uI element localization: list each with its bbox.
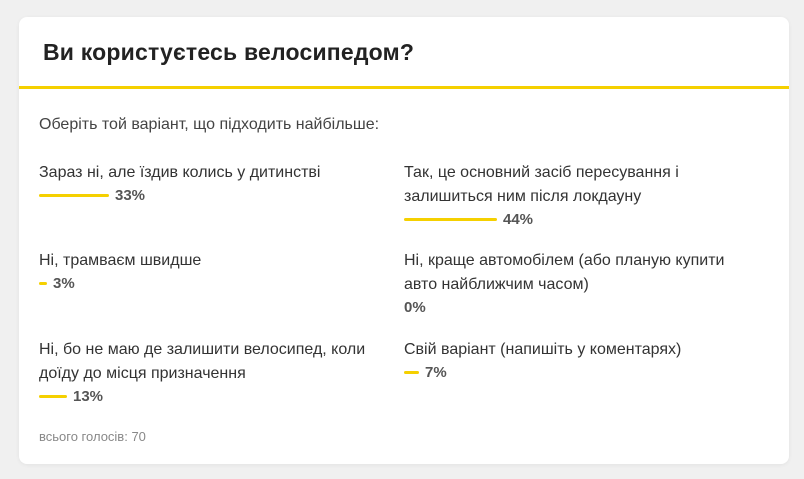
option-percent: 13% xyxy=(73,387,104,405)
option-label: Свій варіант (напишіть у коментарях) xyxy=(404,341,682,358)
option-result: 44% xyxy=(404,209,734,229)
option-label: Ні, трамваєм швидше xyxy=(39,252,202,269)
option-label: Ні, краще автомобілем (або планую купити… xyxy=(404,252,725,293)
option-bar xyxy=(404,217,497,221)
option-result: 0% xyxy=(404,297,734,317)
poll-option-2[interactable]: Так, це основний засіб пересування і зал… xyxy=(404,161,734,229)
option-label: Так, це основний засіб пересування і зал… xyxy=(404,164,679,205)
poll-option-5[interactable]: Ні, бо не маю де залишити велосипед, кол… xyxy=(39,338,369,406)
poll-title: Ви користуєтесь велосипедом? xyxy=(43,39,415,65)
poll-instruction: Оберіть той варіант, що підходить найбіл… xyxy=(39,116,380,133)
option-percent: 0% xyxy=(404,298,426,316)
poll-card: Ви користуєтесь велосипедом? Оберіть той… xyxy=(19,17,789,464)
option-result: 7% xyxy=(404,362,734,382)
option-bar xyxy=(39,281,47,285)
title-divider xyxy=(19,86,789,89)
poll-option-4[interactable]: Ні, краще автомобілем (або планую купити… xyxy=(404,249,734,317)
poll-option-1[interactable]: Зараз ні, але їздив колись у дитинстві 3… xyxy=(39,161,369,205)
option-label: Ні, бо не маю де залишити велосипед, кол… xyxy=(39,341,366,382)
option-percent: 3% xyxy=(53,274,75,292)
option-bar xyxy=(39,394,67,398)
poll-option-6[interactable]: Свій варіант (напишіть у коментарях) 7% xyxy=(404,338,734,382)
total-votes: всього голосів: 70 xyxy=(39,429,146,444)
option-percent: 7% xyxy=(425,363,447,381)
option-result: 3% xyxy=(39,273,369,293)
option-percent: 33% xyxy=(115,186,146,204)
poll-option-3[interactable]: Ні, трамваєм швидше 3% xyxy=(39,249,369,293)
option-percent: 44% xyxy=(503,210,534,228)
option-result: 33% xyxy=(39,185,369,205)
option-label: Зараз ні, але їздив колись у дитинстві xyxy=(39,164,321,181)
option-bar xyxy=(404,370,419,374)
option-bar xyxy=(39,193,109,197)
option-result: 13% xyxy=(39,386,369,406)
